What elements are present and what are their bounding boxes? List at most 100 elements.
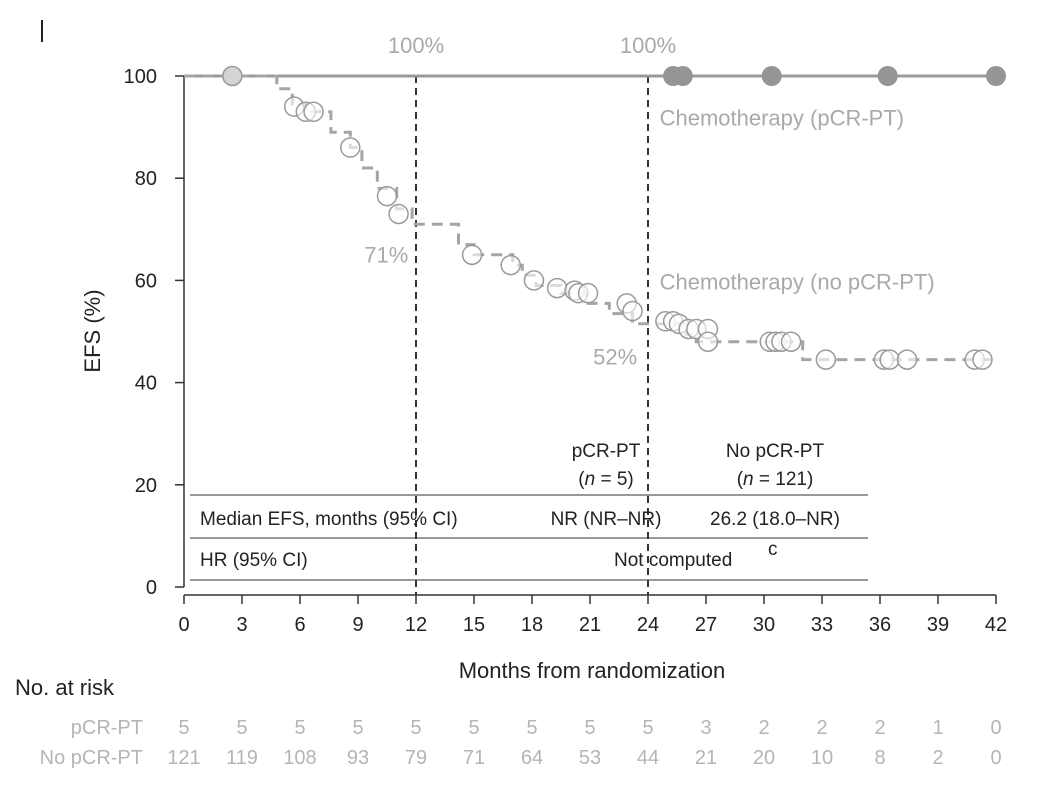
n-value: = 5)	[595, 469, 634, 490]
censor-marker-no-pcr-pt	[972, 349, 993, 370]
risk-value: 2	[874, 717, 885, 739]
x-tick-label: 21	[579, 614, 601, 636]
y-tick-label: 20	[135, 475, 157, 497]
y-tick-label: 40	[135, 373, 157, 395]
x-tick-label: 0	[178, 614, 189, 636]
risk-value: 108	[283, 747, 316, 769]
risk-value: 8	[874, 747, 885, 769]
x-tick-label: 12	[405, 614, 427, 636]
y-tick-label: 80	[135, 168, 157, 190]
censor-marker-no-pcr-pt	[546, 277, 568, 299]
summary-table: pCR-PT (n = 5) No pCR-PT (n = 121) Median EF…	[190, 441, 868, 581]
risk-value: 5	[410, 717, 421, 739]
censor-marker-no-pcr-pt	[523, 270, 545, 291]
annotation-label: 100%	[620, 33, 676, 58]
y-tick-label: 100	[124, 66, 157, 88]
y-axis-title: EFS (%)	[80, 289, 105, 372]
x-tick-label: 9	[352, 614, 363, 636]
reference-lines	[415, 76, 649, 595]
x-tick-label: 3	[236, 614, 247, 636]
number-at-risk-table: pCR-PT 5 5 5 5 5 5 5 5 5 3 2 2 2 1 0No pCR-PT 121 119 108 9…	[40, 717, 1002, 769]
censor-marker-no-pcr-pt	[896, 349, 918, 370]
table-col-header: No pCR-PT	[726, 441, 825, 462]
x-tick-label: 15	[463, 614, 485, 636]
annotation-label: Chemotherapy (pCR-PT)	[660, 106, 905, 131]
y-tick-label: 0	[146, 577, 157, 599]
risk-value: 5	[642, 717, 653, 739]
censor-marker-no-pcr-pt	[577, 282, 599, 304]
table-superscript: c	[768, 539, 778, 560]
risk-value: 2	[932, 747, 943, 769]
table-row-label: Median EFS, months (95% CI)	[200, 509, 458, 530]
censor-marker-no-pcr-pt	[879, 349, 900, 370]
x-tick-label: 27	[695, 614, 717, 636]
risk-value: 5	[352, 717, 363, 739]
censor-marker-pcr-pt	[986, 66, 1006, 86]
risk-value: 53	[579, 747, 601, 769]
x-tick-label: 24	[637, 614, 659, 636]
risk-value: 119	[226, 747, 258, 769]
censor-marker-no-pcr-pt	[222, 65, 243, 87]
censor-marker-no-pcr-pt	[780, 331, 802, 352]
risk-value: 1	[932, 717, 943, 739]
x-tick-label: 39	[927, 614, 949, 636]
risk-value: 71	[463, 747, 485, 769]
censor-marker-pcr-pt	[877, 66, 898, 86]
risk-row-label: No pCR-PT	[40, 747, 143, 769]
table-cell: 26.2 (18.0–NR)	[710, 509, 840, 530]
censor-marker-no-pcr-pt	[376, 185, 398, 207]
censor-markers	[222, 65, 1006, 370]
annotation-label: 71%	[364, 243, 408, 268]
risk-table-title: No. at risk	[15, 675, 115, 700]
risk-value: 20	[753, 747, 775, 769]
risk-value: 121	[167, 747, 200, 769]
annotation-label: 100%	[388, 33, 444, 58]
n-italic: n	[743, 469, 754, 490]
x-tick-label: 42	[985, 614, 1007, 636]
risk-value: 5	[526, 717, 537, 739]
risk-value: 10	[811, 747, 833, 769]
annotations: 100% 100% 71% 52% Chemotherapy (pCR-PT) Chemo…	[364, 33, 934, 370]
table-col-n: (n = 121)	[737, 469, 814, 490]
risk-value: 5	[178, 717, 189, 739]
risk-value: 21	[695, 747, 717, 769]
table-cell: NR (NR–NR)	[551, 509, 662, 530]
censor-marker-no-pcr-pt	[340, 137, 361, 158]
risk-value: 5	[236, 717, 247, 739]
x-tick-label: 33	[811, 614, 833, 636]
annotation-label: 52%	[593, 345, 637, 370]
risk-value: 5	[294, 717, 305, 739]
censor-marker-no-pcr-pt	[815, 349, 837, 370]
censor-marker-no-pcr-pt	[303, 101, 324, 123]
table-row-label: HR (95% CI)	[200, 550, 308, 571]
censor-marker-pcr-pt	[761, 66, 782, 86]
y-tick-label: 60	[135, 270, 157, 292]
censor-marker-pcr-pt	[672, 66, 693, 86]
risk-value: 0	[990, 717, 1001, 739]
risk-value: 64	[521, 747, 543, 769]
n-value: = 121)	[754, 469, 814, 490]
x-tick-label: 18	[521, 614, 543, 636]
risk-value: 2	[758, 717, 769, 739]
x-tick-label: 30	[753, 614, 775, 636]
table-col-header: pCR-PT	[572, 441, 641, 462]
risk-value: 79	[405, 747, 427, 769]
censor-marker-no-pcr-pt	[622, 300, 643, 322]
risk-value: 5	[468, 717, 479, 739]
risk-row-label: pCR-PT	[71, 717, 143, 739]
risk-value: 93	[347, 747, 369, 769]
risk-value: 2	[816, 717, 827, 739]
risk-value: 3	[700, 717, 711, 739]
x-axis-title: Months from randomization	[459, 658, 726, 683]
risk-value: 0	[990, 747, 1001, 769]
censor-marker-no-pcr-pt	[461, 244, 483, 266]
x-tick-label: 36	[869, 614, 891, 636]
censor-marker-no-pcr-pt	[500, 254, 521, 276]
risk-value: 44	[637, 747, 659, 769]
table-merged-cell: Not computed	[614, 550, 732, 571]
table-col-n: (n = 5)	[578, 469, 633, 490]
n-italic: n	[585, 469, 596, 490]
risk-value: 5	[584, 717, 595, 739]
